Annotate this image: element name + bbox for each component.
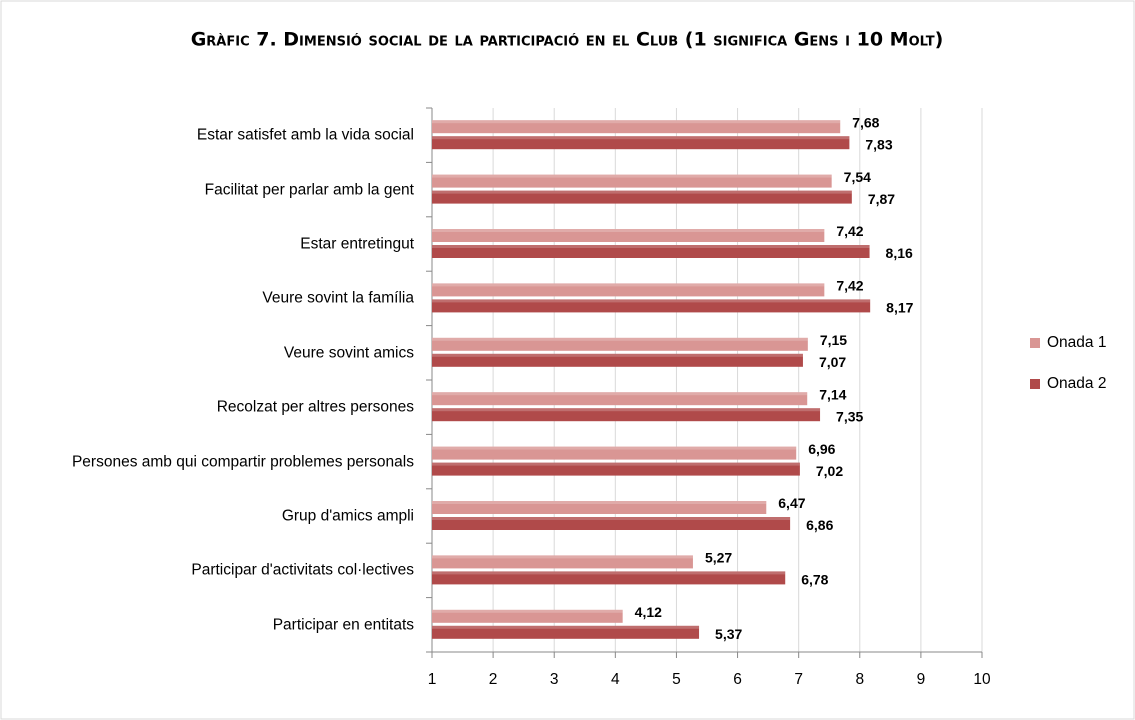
x-tick-label: 2	[489, 671, 498, 688]
bar-highlight	[432, 517, 791, 520]
bar	[432, 571, 786, 585]
data-label: 7,83	[865, 136, 892, 152]
legend-label: Onada 1	[1047, 334, 1106, 351]
bar-highlight	[432, 501, 767, 504]
bar-highlight	[432, 462, 800, 466]
x-tick-label: 4	[611, 671, 620, 688]
bar	[432, 353, 803, 367]
x-tick-label: 9	[917, 671, 926, 688]
data-label: 6,96	[808, 441, 835, 457]
legend-swatch	[1030, 338, 1040, 348]
x-tick-label: 3	[550, 671, 559, 688]
bar-highlight	[432, 625, 700, 629]
bar-highlight	[432, 229, 825, 232]
bar	[432, 174, 832, 188]
bar-highlight	[432, 609, 623, 613]
y-tick-label: Facilitat per parlar amb la gent	[204, 181, 414, 199]
data-label: 4,12	[635, 604, 662, 620]
bar	[432, 190, 852, 204]
x-tick-label: 7	[794, 671, 803, 688]
bar-highlight	[432, 120, 841, 124]
bar	[432, 283, 825, 297]
y-tick-label: Participar en entitats	[272, 616, 414, 634]
legend-swatch	[1030, 379, 1040, 389]
bar-highlight	[432, 190, 852, 194]
x-tick-label: 8	[855, 671, 864, 688]
bar-highlight	[432, 555, 693, 559]
data-label: 8,17	[886, 300, 913, 316]
data-label: 7,42	[836, 223, 863, 239]
data-label: 7,54	[844, 169, 871, 185]
bar	[432, 299, 871, 313]
bar	[432, 462, 800, 476]
bar-highlight	[432, 174, 832, 178]
data-label: 7,02	[816, 463, 843, 479]
data-label: 6,78	[801, 572, 828, 588]
bar-highlight	[432, 337, 808, 341]
y-tick-label: Participar d'activitats col·lectives	[191, 561, 414, 579]
bar-highlight	[432, 245, 870, 248]
legend-label: Onada 2	[1047, 375, 1106, 392]
y-tick-label: Estar entretingut	[300, 235, 414, 253]
bar-highlight	[432, 408, 821, 412]
bar	[432, 446, 797, 460]
data-label: 6,86	[806, 517, 833, 533]
chart-title: Gràfic 7. Dimensió social de la particip…	[191, 29, 944, 51]
y-tick-label: Veure sovint la família	[262, 289, 414, 307]
x-tick-label: 10	[973, 671, 991, 688]
data-label: 7,35	[836, 408, 863, 424]
data-label: 7,07	[819, 354, 846, 370]
data-label: 7,14	[819, 386, 846, 402]
bar	[432, 120, 841, 134]
bar	[432, 408, 821, 422]
bar	[432, 392, 808, 406]
bar	[432, 245, 870, 258]
data-label: 8,16	[886, 245, 913, 261]
bar	[432, 136, 850, 150]
x-tick-label: 1	[428, 671, 437, 688]
bar	[432, 501, 767, 514]
y-tick-label: Veure sovint amics	[283, 344, 414, 362]
bar-highlight	[432, 353, 803, 357]
bar	[432, 337, 808, 351]
data-label: 5,27	[705, 550, 732, 566]
data-label: 6,47	[778, 495, 805, 511]
data-label: 7,87	[868, 191, 895, 207]
bar-highlight	[432, 446, 797, 450]
data-label: 7,15	[820, 332, 847, 348]
x-tick-label: 5	[672, 671, 681, 688]
bar-highlight	[432, 283, 825, 287]
y-tick-label: Grup d'amics ampli	[281, 507, 414, 525]
bar	[432, 609, 623, 623]
x-tick-label: 6	[733, 671, 742, 688]
bar-highlight	[432, 136, 850, 140]
data-label: 5,37	[715, 626, 742, 642]
data-label: 7,42	[836, 278, 863, 294]
bar	[432, 517, 791, 530]
bar-highlight	[432, 571, 786, 575]
bar	[432, 229, 825, 242]
bar-highlight	[432, 392, 808, 396]
y-tick-label: Persones amb qui compartir problemes per…	[71, 453, 414, 471]
data-label: 7,68	[852, 114, 879, 130]
bar-highlight	[432, 299, 871, 303]
y-tick-label: Estar satisfet amb la vida social	[196, 126, 414, 144]
bar	[432, 625, 700, 639]
y-tick-label: Recolzat per altres persones	[216, 398, 414, 416]
bar	[432, 555, 693, 569]
